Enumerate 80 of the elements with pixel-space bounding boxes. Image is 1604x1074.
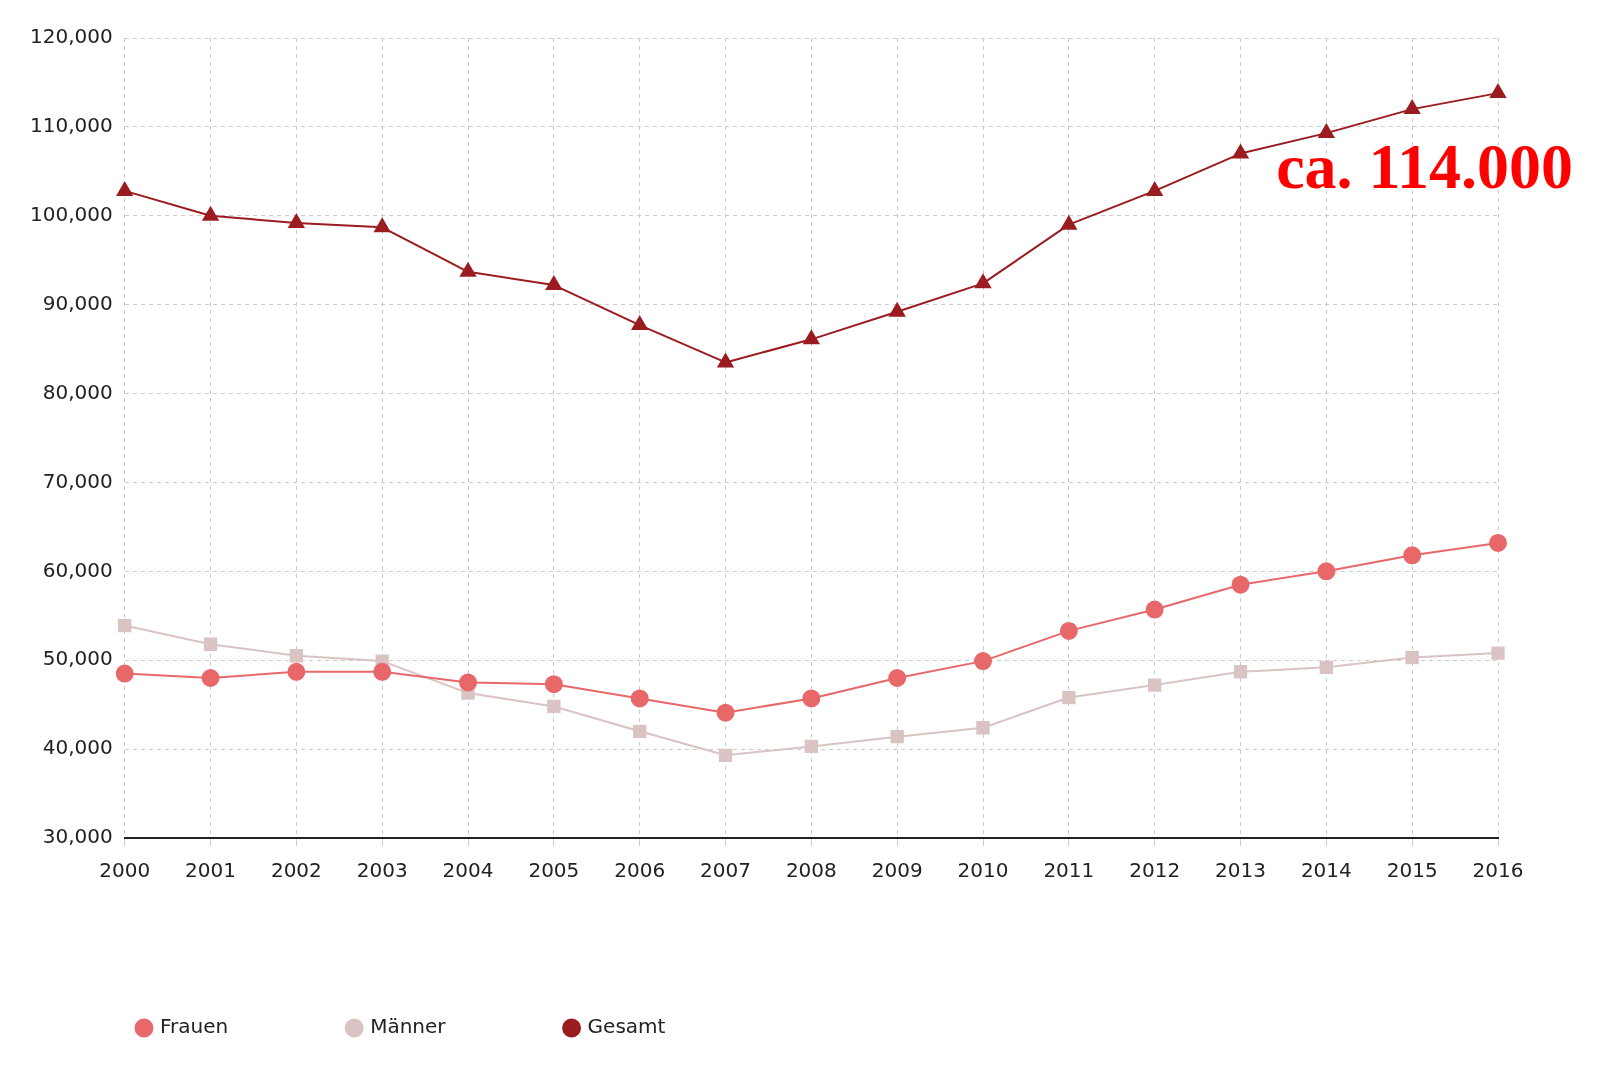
point [633, 724, 647, 738]
x-tick-label: 2003 [356, 858, 408, 883]
point [547, 699, 561, 714]
point [1491, 646, 1505, 660]
y-tick-label: 70,000 [42, 468, 113, 493]
point [630, 689, 649, 708]
point [288, 213, 305, 228]
point [802, 689, 821, 708]
x-tick-label: 2008 [785, 858, 837, 883]
point [545, 276, 562, 291]
point [374, 218, 391, 233]
point [1062, 690, 1076, 705]
point [889, 302, 906, 317]
point [1403, 546, 1422, 565]
y-tick-label: 120,000 [29, 24, 113, 49]
point [287, 662, 306, 681]
point [201, 669, 220, 687]
y-tick-label: 110,000 [29, 113, 113, 138]
point [1404, 100, 1421, 115]
point [1233, 665, 1248, 679]
point [888, 669, 907, 687]
point [202, 206, 219, 221]
x-tick-label: 2004 [442, 858, 494, 883]
point [1146, 181, 1163, 196]
point [459, 673, 478, 692]
point [804, 739, 819, 754]
point [975, 274, 991, 289]
y-tick-label: 30,000 [42, 824, 113, 849]
x-tick-label: 2015 [1386, 858, 1438, 883]
point [1318, 124, 1335, 139]
point [1319, 660, 1333, 674]
x-tick-label: 2002 [270, 858, 322, 883]
point [631, 316, 648, 331]
point [115, 664, 134, 683]
y-tick-label: 60,000 [42, 557, 113, 582]
x-tick-label: 2009 [871, 858, 923, 883]
point [803, 330, 820, 345]
point [289, 649, 304, 663]
y-tick-label: 100,000 [29, 201, 113, 226]
point [974, 652, 993, 671]
point [976, 721, 990, 735]
y-tick-label: 90,000 [42, 290, 113, 315]
point [544, 675, 563, 694]
x-tick-label: 2001 [185, 858, 236, 883]
y-tick-label: 50,000 [42, 646, 113, 671]
point [717, 353, 734, 368]
point [1059, 621, 1078, 640]
point [1489, 533, 1507, 552]
x-tick-label: 2013 [1215, 858, 1266, 883]
point [203, 637, 218, 651]
point [716, 703, 735, 722]
point [1317, 562, 1336, 581]
point [1060, 215, 1077, 230]
x-tick-label: 2016 [1472, 858, 1524, 883]
point [1148, 678, 1162, 692]
x-tick-label: 2011 [1043, 858, 1095, 883]
point [718, 748, 733, 762]
point [1490, 84, 1506, 99]
point [1232, 144, 1249, 159]
point [1145, 600, 1164, 619]
y-tick-label: 40,000 [42, 735, 113, 760]
point [373, 662, 392, 681]
point [890, 730, 904, 744]
legend-label: Männer [370, 1014, 447, 1039]
x-tick-label: 2012 [1129, 858, 1181, 883]
point [1231, 575, 1250, 594]
legend-label: Gesamt [587, 1014, 666, 1039]
x-tick-label: 2007 [700, 858, 751, 883]
x-tick-label: 2014 [1300, 858, 1352, 883]
x-tick-label: 2000 [99, 858, 151, 883]
point [116, 181, 133, 196]
legend-label: Frauen [160, 1014, 229, 1039]
x-tick-label: 2010 [957, 858, 1009, 883]
point [118, 618, 132, 633]
x-tick-label: 2006 [614, 858, 666, 883]
x-tick-label: 2005 [528, 858, 580, 883]
annotation: ca. 114.000 [1276, 130, 1573, 202]
point [1405, 650, 1419, 665]
y-tick-label: 80,000 [42, 379, 113, 404]
point [460, 262, 476, 277]
